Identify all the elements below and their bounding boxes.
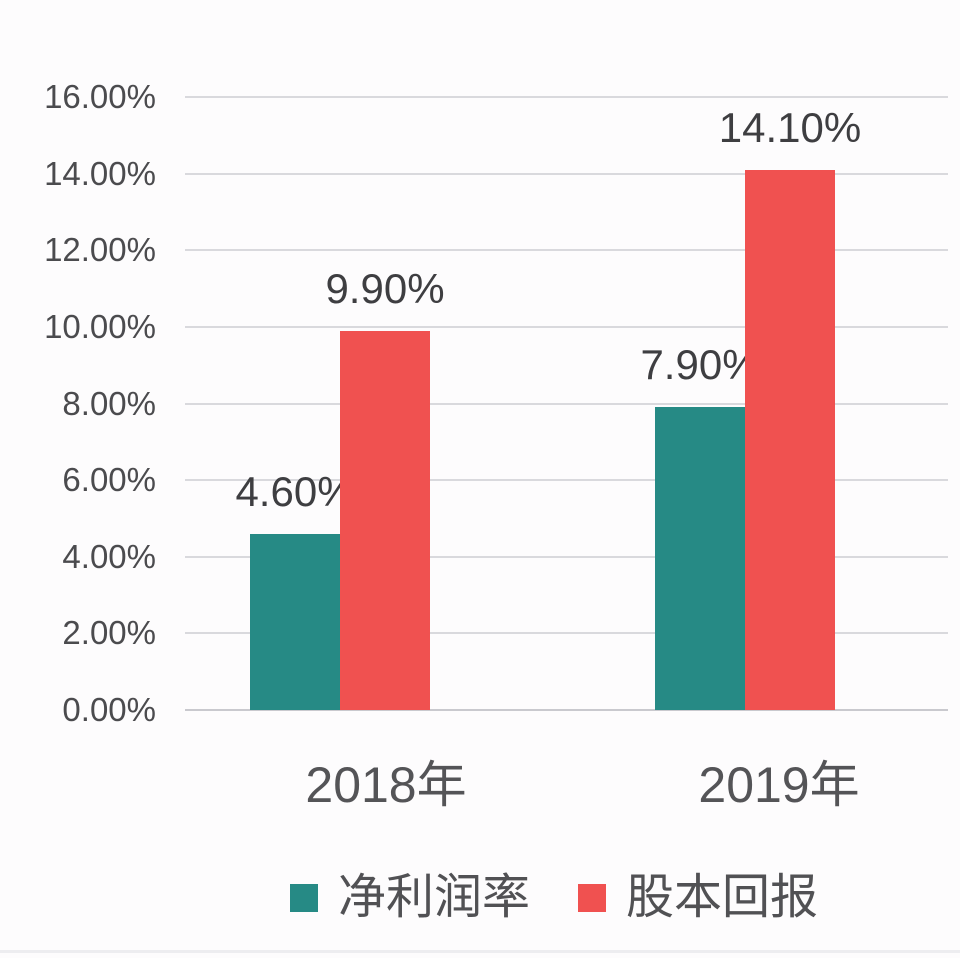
- gridline-16.00%: [185, 96, 948, 98]
- bar-净利润率-2018年: [250, 533, 340, 710]
- data-label-净利润率-2019年: 7.90%: [640, 341, 760, 389]
- legend-item-股本回报: 股本回报: [578, 872, 818, 924]
- y-axis-tick-label: 4.00%: [62, 537, 156, 575]
- legend-swatch-icon: [578, 884, 607, 912]
- legend-item-净利润率: 净利润率: [290, 872, 530, 924]
- gridline-8.00%: [185, 402, 948, 405]
- chart-legend: 净利润率 股本回报: [290, 872, 818, 924]
- gridline-6.00%: [185, 479, 948, 482]
- gridline-14.00%: [185, 172, 948, 175]
- y-axis-tick-label: 16.00%: [44, 78, 156, 115]
- legend-swatch-icon: [290, 884, 318, 912]
- x-axis-label-2019年: 2019年: [698, 757, 860, 813]
- y-axis-tick-label: 6.00%: [62, 461, 156, 499]
- y-axis-tick-label: 8.00%: [62, 384, 156, 422]
- gridline-12.00%: [185, 249, 948, 252]
- gridline-4.00%: [185, 555, 948, 558]
- gridline-0.00%: [185, 709, 948, 711]
- y-axis-tick-label: 10.00%: [44, 307, 156, 345]
- gridline-2.00%: [185, 632, 948, 635]
- y-axis-tick-label: 12.00%: [44, 231, 156, 269]
- y-axis-tick-label: 14.00%: [44, 154, 156, 192]
- legend-label: 股本回报: [626, 871, 819, 924]
- bar-股本回报-2019年: [745, 169, 835, 710]
- bottom-edge-line: [0, 950, 960, 953]
- gridline-10.00%: [185, 325, 948, 328]
- data-label-净利润率-2018年: 4.60%: [235, 467, 355, 515]
- x-axis-label-2018年: 2018年: [305, 757, 467, 813]
- bar-净利润率-2019年: [655, 407, 745, 710]
- y-axis-tick-label: 0.00%: [62, 691, 156, 728]
- legend-label: 净利润率: [338, 871, 531, 924]
- data-label-股本回报-2019年: 14.10%: [718, 103, 862, 151]
- data-label-股本回报-2018年: 9.90%: [325, 264, 445, 312]
- bar-股本回报-2018年: [340, 330, 430, 710]
- y-axis-tick-label: 2.00%: [62, 614, 156, 652]
